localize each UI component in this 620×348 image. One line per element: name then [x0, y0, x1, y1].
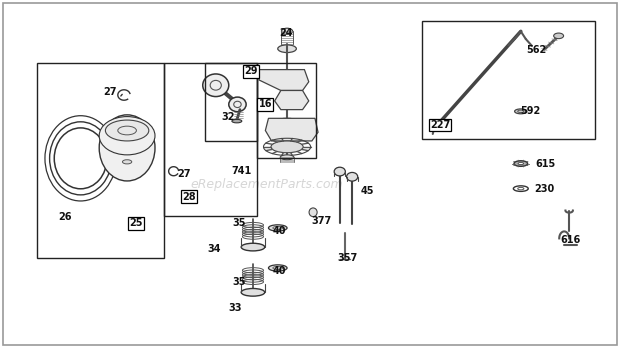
- Text: eReplacementParts.com: eReplacementParts.com: [190, 178, 343, 191]
- Text: 24: 24: [280, 28, 293, 38]
- Polygon shape: [265, 118, 318, 141]
- Text: 25: 25: [130, 219, 143, 228]
- Ellipse shape: [518, 163, 523, 165]
- Polygon shape: [275, 90, 309, 110]
- Text: 26: 26: [58, 213, 72, 222]
- Text: 227: 227: [430, 120, 450, 130]
- Ellipse shape: [122, 160, 131, 164]
- Text: 34: 34: [207, 244, 221, 254]
- Text: 230: 230: [534, 184, 554, 193]
- Ellipse shape: [99, 115, 155, 181]
- Text: 45: 45: [360, 187, 374, 196]
- Ellipse shape: [280, 155, 294, 160]
- Ellipse shape: [229, 97, 246, 112]
- Ellipse shape: [270, 118, 304, 132]
- Ellipse shape: [554, 33, 564, 39]
- Ellipse shape: [309, 208, 317, 216]
- Text: 35: 35: [232, 218, 246, 228]
- Ellipse shape: [203, 74, 229, 96]
- Ellipse shape: [268, 225, 287, 231]
- Text: 28: 28: [182, 192, 196, 201]
- Ellipse shape: [268, 265, 287, 271]
- Text: 29: 29: [244, 66, 258, 76]
- Text: 40: 40: [272, 227, 286, 236]
- Ellipse shape: [334, 167, 345, 176]
- Ellipse shape: [514, 161, 528, 166]
- Text: 377: 377: [311, 216, 331, 226]
- Ellipse shape: [241, 243, 265, 251]
- Ellipse shape: [278, 45, 296, 53]
- Text: 615: 615: [536, 159, 556, 168]
- Text: 27: 27: [177, 169, 190, 179]
- Text: 27: 27: [104, 87, 117, 97]
- Text: 741: 741: [232, 166, 252, 175]
- Text: 35: 35: [232, 277, 246, 287]
- Ellipse shape: [281, 28, 293, 34]
- Ellipse shape: [271, 141, 303, 153]
- Text: 357: 357: [338, 253, 358, 263]
- Polygon shape: [259, 70, 309, 90]
- Ellipse shape: [347, 172, 358, 181]
- Text: 616: 616: [560, 235, 580, 245]
- Ellipse shape: [99, 117, 155, 155]
- Ellipse shape: [515, 109, 527, 114]
- Text: 33: 33: [229, 303, 242, 313]
- Ellipse shape: [232, 119, 242, 123]
- Ellipse shape: [105, 120, 149, 141]
- Text: 16: 16: [259, 100, 272, 109]
- Text: 32: 32: [221, 112, 235, 121]
- Text: 592: 592: [520, 106, 540, 116]
- Text: 562: 562: [526, 46, 546, 55]
- Text: 40: 40: [272, 267, 286, 276]
- Ellipse shape: [241, 288, 265, 296]
